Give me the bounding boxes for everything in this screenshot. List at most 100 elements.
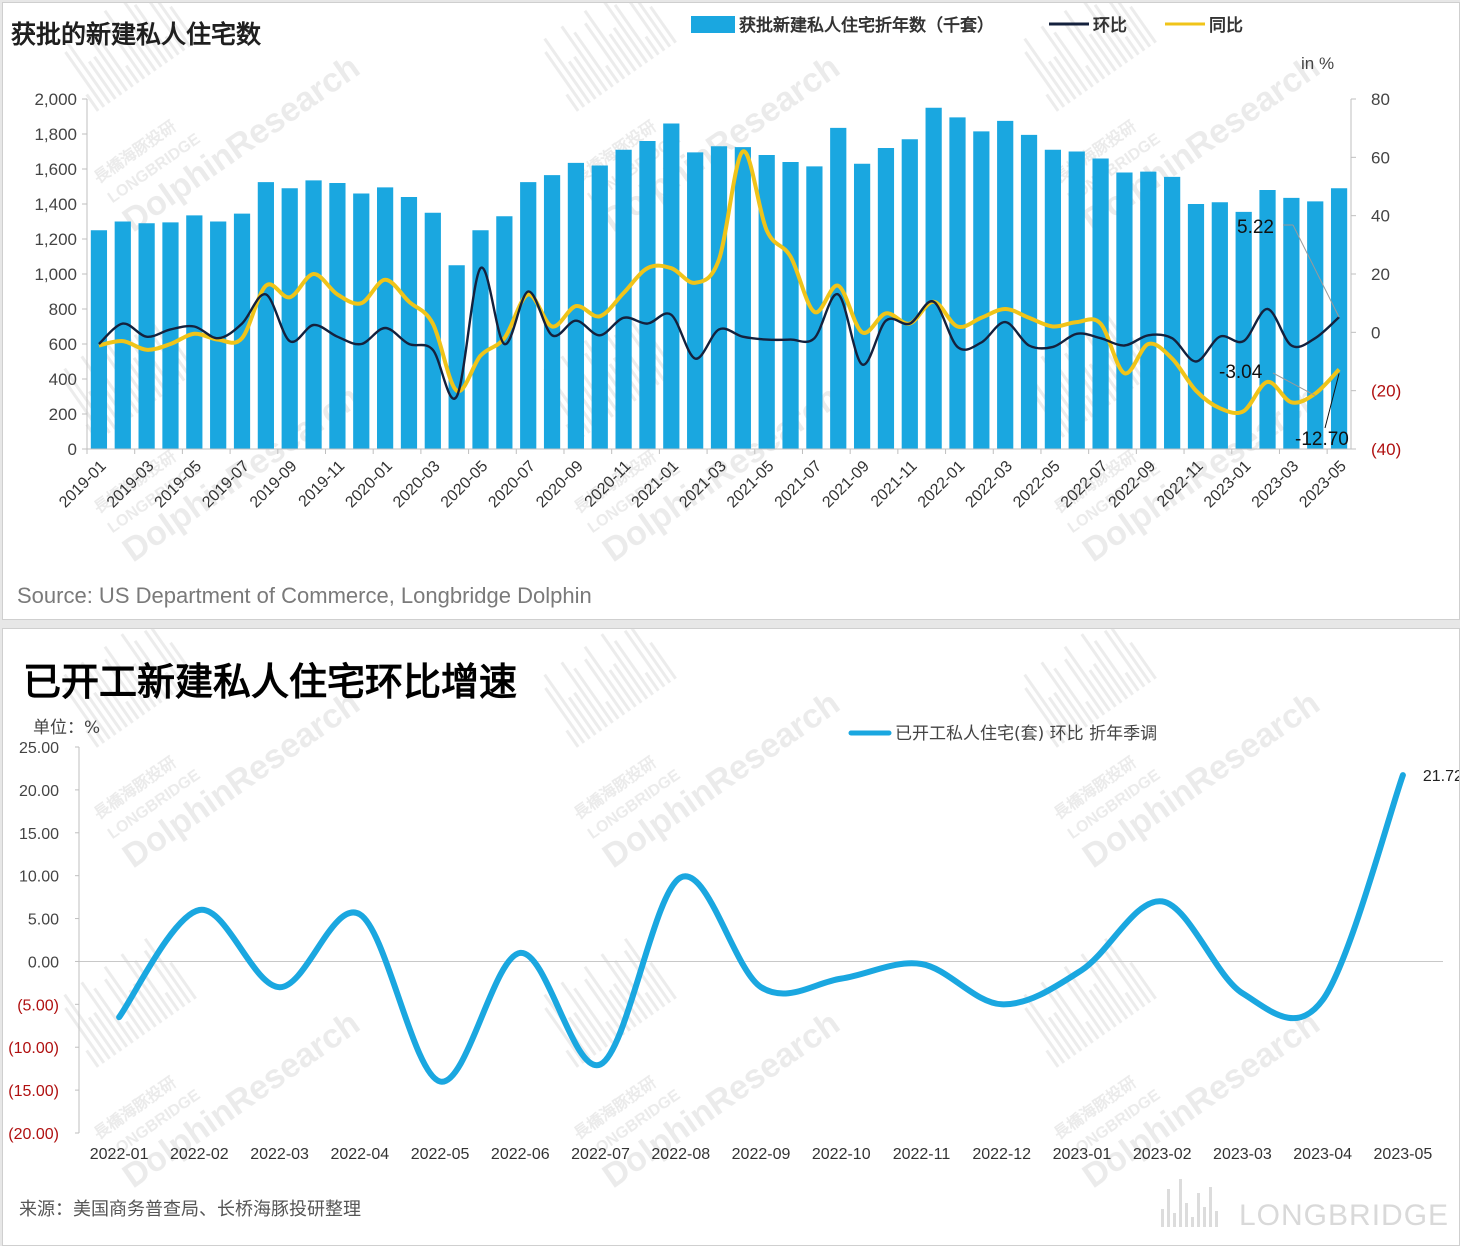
- bar-2020-12: [639, 141, 656, 449]
- left-tick-label: 1,000: [34, 265, 77, 284]
- watermark-bar: [1053, 31, 1094, 88]
- legend-line-label: 已开工私人住宅(套) 环比 折年季调: [895, 724, 1157, 744]
- watermark-bar: [85, 93, 100, 112]
- watermark-bar: [128, 33, 157, 72]
- watermark-bar: [169, 641, 197, 680]
- annotation-leader-mom-2: [1292, 224, 1340, 318]
- starts-chart-panel: 長橋海豚投研 LONGBRIDGE DolphinResearch 長橋海豚投研 LON…: [2, 628, 1460, 1246]
- annotation-yoy-last: -12.70: [1295, 429, 1349, 450]
- bar-2021-05: [758, 155, 775, 449]
- watermark-bar: [1088, 33, 1117, 72]
- watermark-bar: [623, 3, 666, 52]
- logo-bars-icon: [1161, 1179, 1218, 1227]
- x-tick-label: 2022-08: [651, 1146, 710, 1163]
- watermark-bar: [1103, 3, 1152, 48]
- watermark-bar: [93, 55, 123, 96]
- bar-2021-02: [687, 152, 704, 449]
- bar-2022-06: [1068, 151, 1085, 449]
- legend-mom-label: 环比: [1093, 15, 1127, 36]
- watermark-bar: [1063, 645, 1112, 712]
- right-tick-label: 40: [1371, 207, 1390, 226]
- annotations: 5.22 -3.04 -12.70: [1219, 217, 1349, 450]
- watermark-bar: [567, 60, 597, 100]
- watermark-bar: [613, 640, 654, 696]
- left-tick-label: 1,400: [34, 195, 77, 214]
- watermark-bar: [64, 1007, 106, 1064]
- x-tick-label: 2022-05: [411, 1146, 470, 1163]
- x-tick-label: 2022-03: [962, 458, 1016, 512]
- y-tick-label: (5.00): [17, 997, 59, 1014]
- bar-2021-07: [806, 166, 823, 449]
- watermark-bar: [613, 4, 654, 60]
- x-tick-label: 2022-11: [893, 1146, 951, 1163]
- bar-2022-12: [1211, 202, 1228, 449]
- bar-2022-02: [973, 131, 990, 449]
- watermark-bar: [1103, 949, 1146, 1008]
- bar-2021-01: [663, 123, 680, 449]
- watermark-bar: [1092, 27, 1123, 68]
- watermark-bar: [1023, 37, 1071, 104]
- x-tick-label: 2022-07: [571, 1146, 630, 1163]
- left-tick-label: 2,000: [34, 90, 77, 109]
- logo-wordmark: LONGBRIDGE: [1239, 1199, 1449, 1232]
- x-tick-label: 2022-01: [915, 458, 969, 512]
- watermark-bar: [649, 5, 677, 44]
- watermark-bar: [1124, 35, 1140, 56]
- watermark-bar: [128, 989, 157, 1028]
- y-tick-label: 15.00: [19, 826, 59, 843]
- logo-bar: [1215, 1211, 1218, 1227]
- watermark-bar: [93, 667, 134, 724]
- watermark-bar: [573, 987, 614, 1044]
- watermark-bar: [132, 983, 163, 1024]
- bar-2019-08: [257, 182, 274, 449]
- watermark-bar: [583, 645, 632, 712]
- watermark-bar: [573, 667, 614, 724]
- watermark-bar: [133, 640, 174, 696]
- watermark-bar: [608, 33, 637, 72]
- bar-2019-01: [90, 230, 108, 449]
- watermark-bar: [560, 661, 609, 728]
- bar-2020-05: [472, 230, 489, 449]
- watermark-bar: [543, 37, 591, 104]
- watermark-bar: [1129, 641, 1157, 680]
- bar-2019-11: [329, 183, 346, 449]
- axes: (20.00) (15.00) (10.00) (5.00) 0.00 5.00 10.00…: [8, 740, 1432, 1163]
- watermark-bar: [623, 949, 666, 1008]
- watermark-bar: [1064, 978, 1106, 1036]
- bar-2020-06: [496, 216, 513, 449]
- line-series: [98, 149, 1341, 416]
- bar-2020-04: [448, 265, 465, 449]
- watermark-bar: [143, 3, 186, 52]
- watermark-bar: [125, 64, 140, 84]
- logo-bar: [1185, 1203, 1188, 1227]
- watermark-bar: [93, 987, 134, 1044]
- yoy-line: [98, 149, 1341, 416]
- watermark-bar: [64, 687, 106, 744]
- watermark-bar: [567, 696, 597, 736]
- watermark-bar: [1047, 60, 1077, 100]
- legend-bar-label: 获批新建私人住宅折年数（千套）: [739, 15, 994, 36]
- x-tick-label: 2023-05: [1296, 458, 1350, 512]
- chart-title: 已开工新建私人住宅环比增速: [23, 660, 517, 704]
- watermark-bar: [1092, 663, 1123, 704]
- right-tick-label: 80: [1371, 90, 1390, 109]
- legend: 已开工私人住宅(套) 环比 折年季调: [848, 724, 1157, 744]
- bar-2020-03: [424, 212, 441, 449]
- mom-line: [98, 266, 1340, 400]
- watermark-bar: [1040, 25, 1089, 92]
- right-axis-unit: in %: [1301, 54, 1334, 73]
- watermark-bar: [544, 51, 586, 108]
- watermark-bar: [583, 9, 632, 76]
- x-tick-label: 2022-12: [972, 1146, 1031, 1163]
- watermark-bar: [63, 673, 111, 740]
- x-tick-label: 2023-01: [1053, 1146, 1112, 1163]
- watermark-bar: [1103, 629, 1152, 684]
- watermark-bar: [63, 37, 111, 104]
- watermark-bar: [120, 953, 169, 1020]
- watermark-bar: [1040, 981, 1089, 1048]
- watermark-bar: [1063, 9, 1112, 76]
- watermark-bar: [584, 658, 626, 716]
- watermark-bar: [104, 22, 146, 80]
